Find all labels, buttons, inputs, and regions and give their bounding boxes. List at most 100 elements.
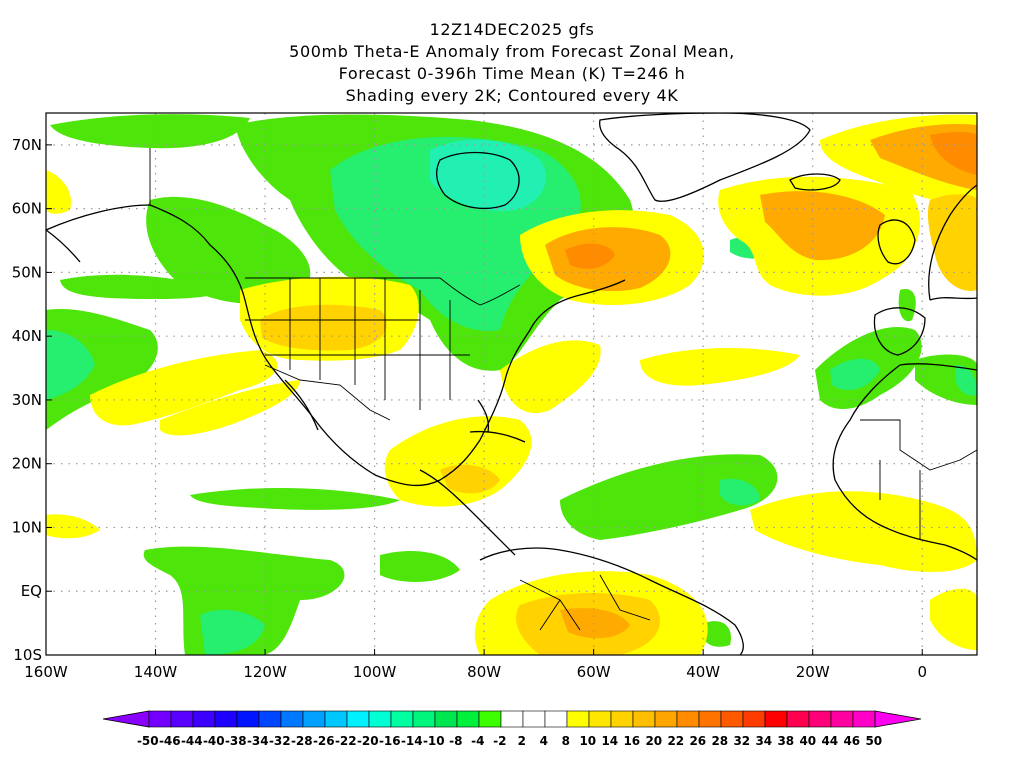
colorbar-arrow-left [102, 710, 150, 728]
title-line-1: 12Z14DEC2025 gfs [429, 20, 595, 39]
title-line-2: 500mb Theta-E Anomaly from Forecast Zona… [289, 42, 735, 61]
title-line-3: Forecast 0-396h Time Mean (K) T=246 h [338, 64, 686, 83]
border-us-states-v1 [289, 278, 451, 410]
shade-green-eq-pacific [143, 546, 345, 655]
colorbar-swatch [698, 710, 722, 728]
lon-label-160W: 160W [24, 663, 68, 681]
shade-green-atlantic-trop [560, 454, 778, 540]
lon-label-0: 0 [917, 663, 927, 681]
colorbar-label: 14 [601, 734, 618, 748]
colorbar-label: -28 [291, 734, 313, 748]
colorbar-label: 40 [799, 734, 816, 748]
coast-central-america [419, 469, 516, 556]
coast-british-isles [877, 219, 916, 265]
lat-label-20N: 20N [12, 455, 42, 473]
shade-green-nw-top [50, 114, 250, 149]
shade-yellow-subtrop-pacific [90, 350, 278, 426]
colorbar-swatch [412, 710, 436, 728]
colorbar-label: 32 [733, 734, 750, 748]
lat-label-40N: 40N [12, 327, 42, 345]
shade-yellow-atlantic-central [500, 340, 601, 414]
colorbar-swatch [258, 710, 282, 728]
colorbar-label: -22 [335, 734, 357, 748]
colorbar-label: 34 [755, 734, 772, 748]
shade-teal-iberia [830, 358, 880, 390]
colorbar-label: -14 [401, 734, 423, 748]
map-frame [45, 112, 978, 656]
coast-north-america [46, 204, 626, 487]
colorbar-label: -46 [159, 734, 181, 748]
colorbar-label: 28 [711, 734, 728, 748]
colorbar-swatch [808, 710, 832, 728]
lon-label-80W: 80W [467, 663, 501, 681]
colorbar-swatch [830, 710, 854, 728]
shade-teal-atlantic-trop [720, 478, 760, 506]
colorbar-swatch [786, 710, 810, 728]
shade-green-pacific-strip [190, 488, 400, 510]
colorbar-swatch [632, 710, 656, 728]
colorbar-swatch [390, 710, 414, 728]
lon-label-20W: 20W [796, 663, 830, 681]
coast-alaska-peninsula [46, 229, 81, 263]
shade-darkorange-europe [930, 131, 977, 175]
colorbar-swatch [236, 710, 260, 728]
colorbar-swatch [566, 710, 590, 728]
coast-iberia [873, 307, 926, 356]
lon-label-120W: 120W [243, 663, 287, 681]
colorbar-label: 16 [623, 734, 640, 748]
lat-label-10S: 10S [13, 646, 42, 664]
shade-gold-us-west [260, 304, 387, 351]
lat-label-EQ: EQ [21, 582, 42, 600]
lat-label-60N: 60N [12, 200, 42, 218]
colorbar-label: -2 [493, 734, 506, 748]
colorbar-swatch [478, 710, 502, 728]
colorbar-swatch [654, 710, 678, 728]
coast-cuba [469, 430, 526, 443]
colorbar-swatch [588, 710, 612, 728]
colorbar-label: 20 [645, 734, 662, 748]
shade-teal-nafrica-east [955, 365, 977, 396]
colorbar-swatch [214, 710, 238, 728]
colorbar-swatch [346, 710, 370, 728]
colorbar-swatch [544, 710, 568, 728]
colorbar-label: 38 [777, 734, 794, 748]
lat-label-70N: 70N [12, 136, 42, 154]
colorbar-label: 22 [667, 734, 684, 748]
colorbar-swatch [434, 710, 458, 728]
shade-darkorange-labrador [565, 243, 615, 269]
shade-orange-north-atlantic [760, 191, 885, 261]
shade-yellow-pacific-sw [46, 514, 100, 539]
colorbar-swatch [522, 710, 546, 728]
colorbar-label: 44 [821, 734, 838, 748]
lat-label-10N: 10N [12, 518, 42, 536]
shade-teal-eq-pacific [200, 609, 265, 655]
colorbar-swatch [500, 710, 524, 728]
colorbar: -50 -46 -44 -40 -38 -34 -32 -28 -26 -22 -20 -16 -14-… [102, 710, 922, 748]
colorbar-label: -20 [357, 734, 379, 748]
colorbar-label: 2 [518, 734, 526, 748]
borders [149, 148, 977, 631]
shade-green-pacific-mid [60, 274, 230, 300]
shade-teal-pacific-west [46, 330, 95, 400]
colorbar-swatch [368, 710, 392, 728]
colorbar-label: -38 [225, 734, 247, 748]
colorbar-swatch [170, 710, 194, 728]
border-africa-internal [860, 419, 977, 540]
coast-florida [477, 399, 490, 433]
colorbar-label: -34 [247, 734, 269, 748]
colorbar-label: 10 [579, 734, 596, 748]
colorbar-label: 26 [689, 734, 706, 748]
colorbar-swatch [742, 710, 766, 728]
colorbar-label: -50 [137, 734, 159, 748]
border-us-mexico [264, 364, 391, 421]
colorbar-label: -16 [379, 734, 401, 748]
lon-label-40W: 40W [686, 663, 720, 681]
colorbar-label: -44 [181, 734, 203, 748]
colorbar-swatch [764, 710, 788, 728]
colorbar-label: -40 [203, 734, 225, 748]
shade-yellow-europe [927, 194, 977, 291]
shade-green-med [898, 289, 916, 322]
lon-label-100W: 100W [353, 663, 397, 681]
shade-yellow-atlantic-strip [640, 348, 800, 386]
